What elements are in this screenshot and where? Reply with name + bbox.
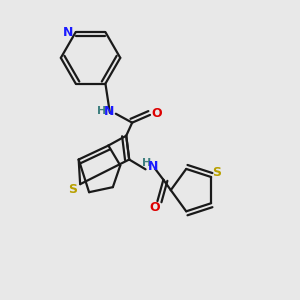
Text: S: S bbox=[212, 166, 221, 179]
Text: N: N bbox=[63, 26, 74, 39]
Text: N: N bbox=[148, 160, 158, 173]
Text: O: O bbox=[151, 106, 162, 120]
Text: O: O bbox=[150, 201, 160, 214]
Text: S: S bbox=[68, 183, 77, 196]
Text: H: H bbox=[97, 106, 106, 116]
Text: H: H bbox=[142, 158, 152, 168]
Text: N: N bbox=[104, 105, 114, 118]
